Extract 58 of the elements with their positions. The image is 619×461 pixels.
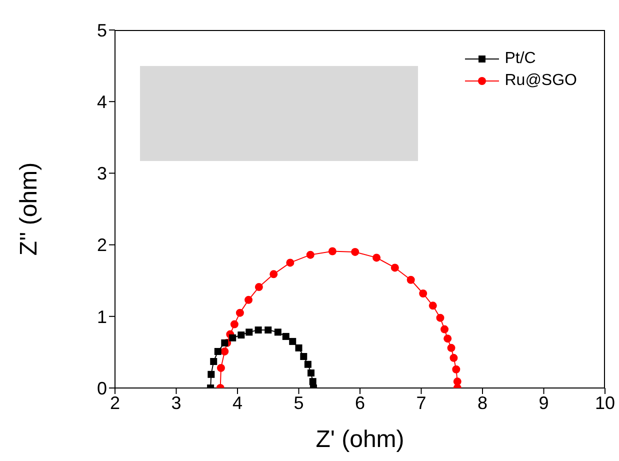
y-tick-label: 5 [96,20,107,40]
point [372,254,381,262]
point [447,344,456,352]
point [220,347,229,356]
point [306,250,314,259]
point [309,378,316,386]
point [282,332,290,340]
point [351,248,360,256]
point [208,370,215,378]
point [419,289,428,298]
point [406,276,415,284]
point [244,296,253,304]
x-tick-label: 4 [232,392,243,413]
point [289,338,296,345]
point [295,344,302,352]
x-tick-label: 10 [594,392,616,413]
y-tick-label: 4 [96,92,107,112]
x-tick-label: 5 [294,392,304,413]
point [304,360,312,368]
point [210,358,218,366]
point [452,365,460,374]
point [221,339,228,346]
point [444,334,452,343]
point [428,302,437,310]
point [300,352,308,360]
legend-label: Pt/C [504,49,536,69]
point [390,264,399,272]
point [270,270,278,278]
y-tick-label: 2 [96,235,107,256]
y-tick-label: 3 [96,164,107,184]
y-tick-label: 0 [96,378,107,398]
point [286,258,294,267]
point [308,369,314,376]
x-tick-label: 8 [477,392,488,413]
point [254,326,262,334]
point [229,334,236,342]
point [230,320,238,328]
x-tick-label: 6 [354,392,366,413]
point [274,328,282,336]
point [216,364,225,372]
point [254,283,263,292]
point [214,348,222,355]
x-tick-label: 3 [171,392,182,413]
x-tick-label: 7 [416,392,426,413]
point [328,247,336,256]
point [450,354,458,362]
y-tick-label: 1 [96,306,107,327]
y-axis-title: Z'' (ohm) [16,162,43,256]
point [236,308,244,317]
point [436,314,444,322]
x-tick-label: 2 [110,392,120,413]
x-axis-title: Z' (ohm) [316,426,404,453]
legend-label: Ru@SGO [504,71,577,91]
point [440,325,449,334]
point [238,332,245,339]
point [246,328,253,336]
x-tick-label: 9 [538,392,549,413]
point [264,326,272,334]
